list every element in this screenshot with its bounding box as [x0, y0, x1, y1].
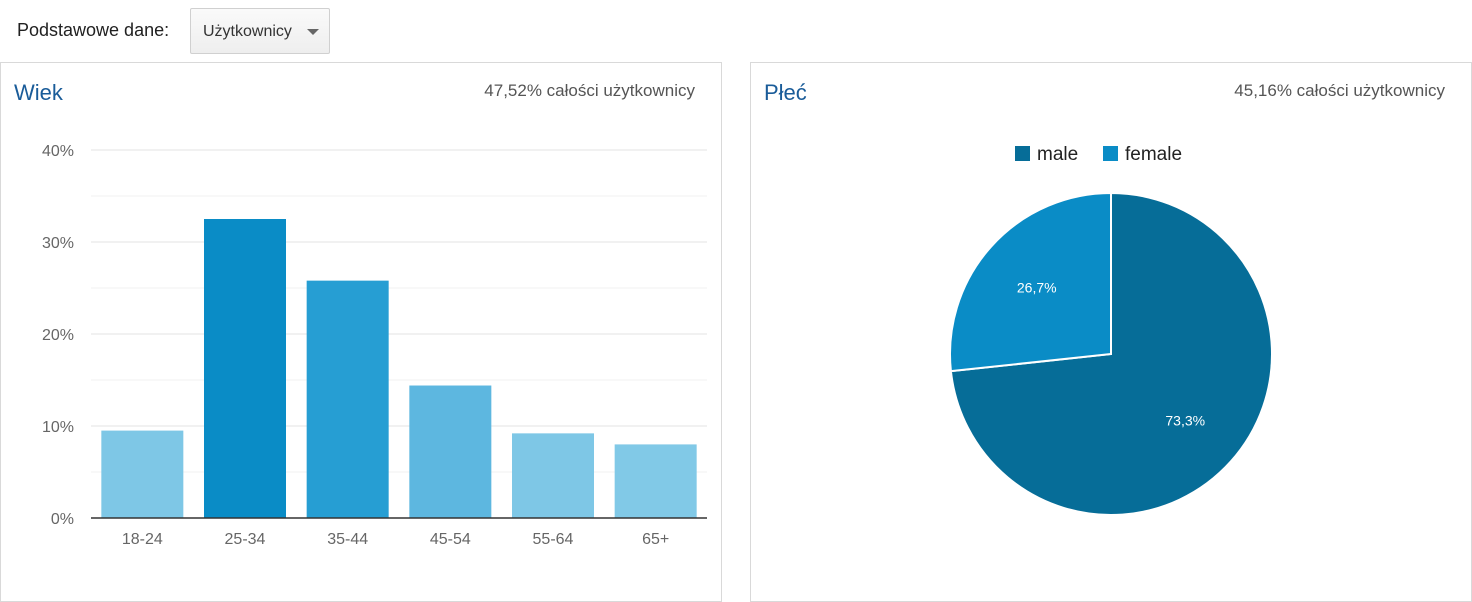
bar-55-64 — [512, 433, 594, 518]
bar-45-54 — [409, 385, 492, 518]
bar-35-44 — [306, 280, 389, 518]
age-panel: Wiek 47,52% całości użytkownicy 0% 10% 20%… — [0, 62, 722, 602]
pie-slice-female — [949, 191, 1112, 373]
y-tick-label: 10% — [42, 419, 74, 436]
y-tick-label: 40% — [42, 143, 74, 160]
y-tick-label: 20% — [42, 327, 74, 344]
age-bar-chart: 0% 10% 20% 30% 40% 18-24 25-34 35-44 45-54 55-64 6… — [42, 143, 707, 548]
x-tick-label: 25-34 — [225, 531, 266, 548]
legend-label-female: female — [1125, 144, 1182, 165]
gender-panel-subtitle: 45,16% całości użytkownicy — [1234, 81, 1445, 100]
x-tick-label: 55-64 — [533, 531, 574, 548]
gender-panel: Płeć 45,16% całości użytkownicy male fema… — [750, 62, 1472, 602]
legend-swatch-male — [1015, 146, 1030, 161]
bar-18-24 — [101, 430, 184, 518]
legend-label-male: male — [1037, 144, 1078, 165]
primary-dimension-dropdown[interactable]: Użytkownicy — [190, 8, 330, 54]
legend-swatch-female — [1103, 146, 1118, 161]
top-bar: Podstawowe dane: Użytkownicy — [0, 0, 1472, 62]
y-tick-label: 0% — [51, 511, 74, 528]
pie-value-label-male: 73,3% — [1165, 413, 1205, 429]
x-tick-label: 45-54 — [430, 531, 471, 548]
dropdown-selected-value: Użytkownicy — [203, 23, 292, 40]
x-tick-label: 35-44 — [327, 531, 368, 548]
gender-panel-title: Płeć — [764, 80, 807, 105]
pie-value-label-female: 26,7% — [1017, 279, 1057, 295]
bar-65+ — [614, 444, 697, 518]
bar-25-34 — [204, 219, 286, 518]
primary-dimension-label: Podstawowe dane: — [17, 20, 170, 40]
y-tick-label: 30% — [42, 235, 74, 252]
x-tick-label: 65+ — [642, 531, 669, 548]
x-tick-label: 18-24 — [122, 531, 163, 548]
age-panel-subtitle: 47,52% całości użytkownicy — [484, 81, 695, 100]
age-panel-title: Wiek — [14, 80, 63, 105]
gender-pie-chart: male female 73,3% 26,7% — [949, 144, 1273, 516]
chevron-down-icon — [307, 29, 319, 35]
